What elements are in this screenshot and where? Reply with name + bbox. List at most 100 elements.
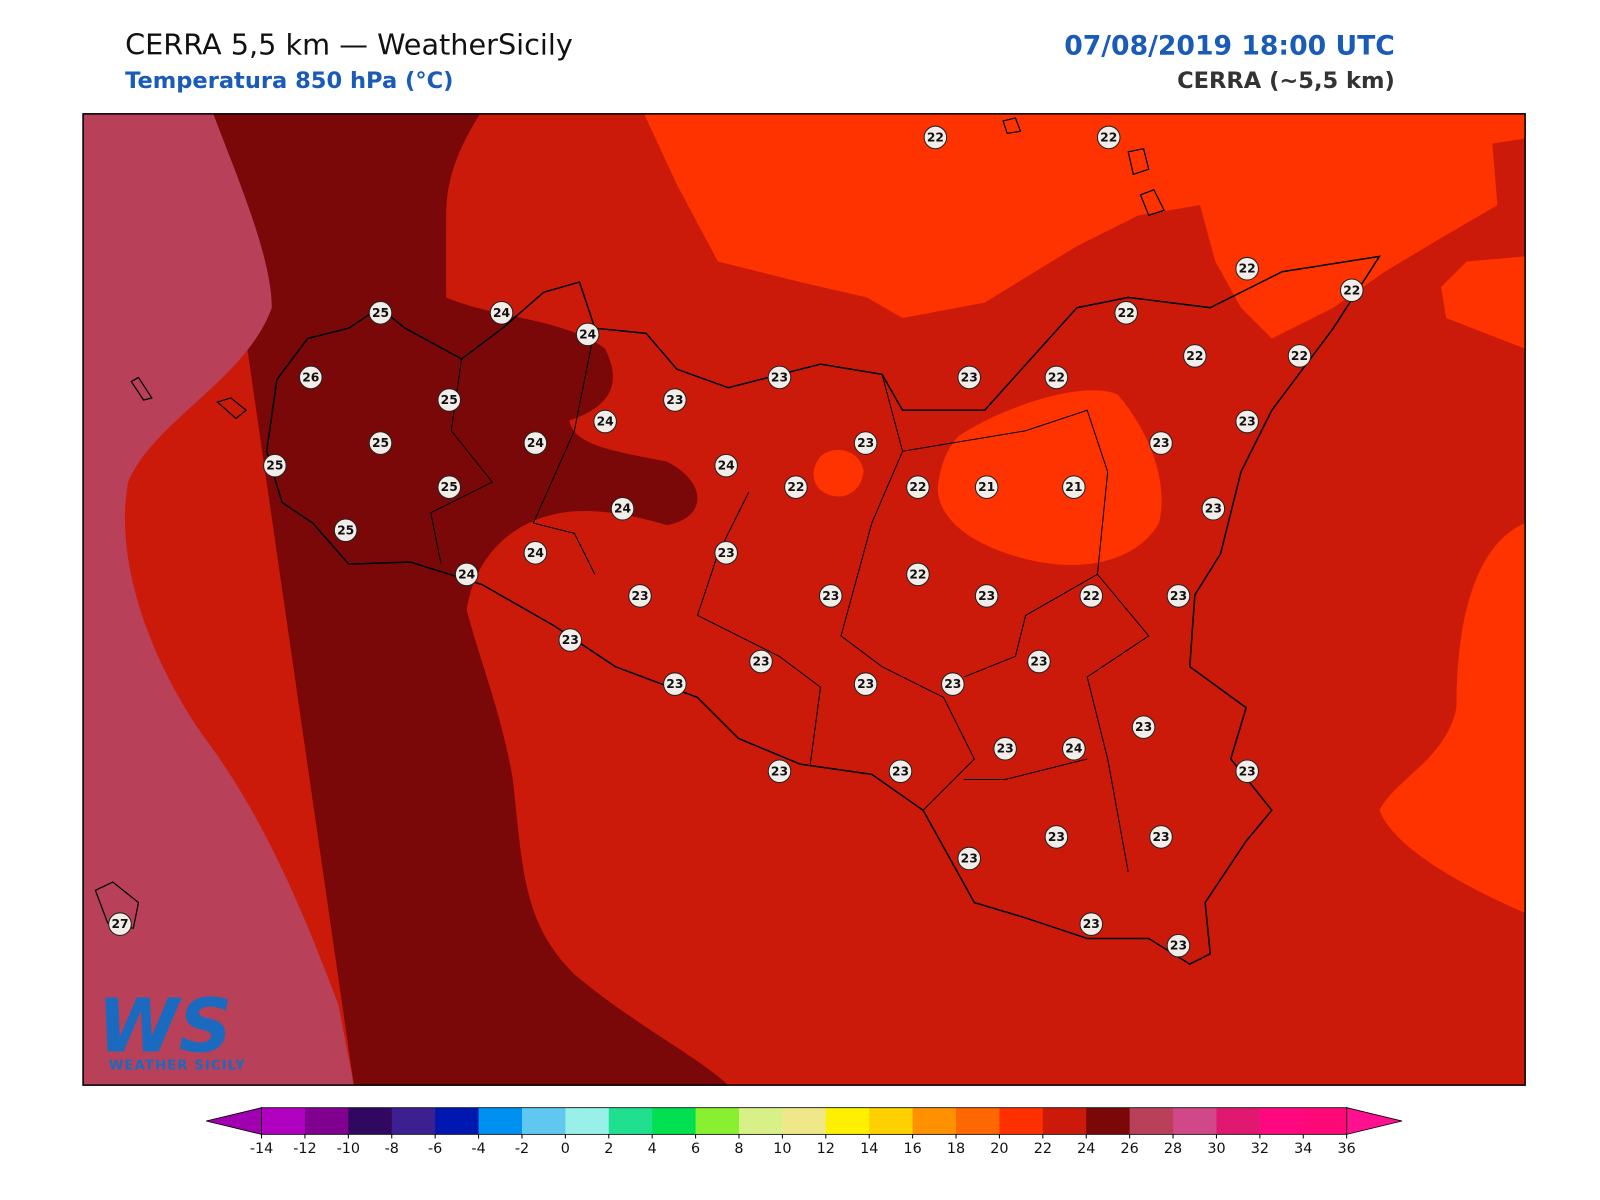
station-marker [1235, 759, 1259, 784]
colorbar-bin [1259, 1107, 1304, 1135]
province-border [430, 328, 1150, 872]
colorbar-tick-label: 12 [817, 1141, 835, 1157]
station-marker [1287, 344, 1312, 368]
colorbar-tick-label: 28 [1164, 1141, 1182, 1157]
colorbar-tick-label: 20 [990, 1141, 1008, 1157]
colorbar-tick-label: 26 [1121, 1141, 1139, 1157]
datetime: 07/08/2019 18:00 UTC [1064, 30, 1395, 61]
station-marker [333, 518, 358, 543]
colorbar-tick-label: -14 [250, 1141, 273, 1157]
station-value: 23 [771, 370, 788, 384]
field [644, 113, 1526, 339]
colorbar-tick-label: 34 [1294, 1141, 1312, 1157]
colorbar-frame [261, 1107, 1348, 1135]
station-marker [784, 475, 808, 499]
station-value: 23 [1083, 917, 1100, 931]
station-marker [593, 409, 617, 434]
station-value: 25 [372, 306, 389, 320]
station-value: 23 [771, 764, 788, 778]
station-marker [663, 672, 687, 696]
station-marker [523, 541, 548, 565]
station-marker [1166, 584, 1191, 608]
colorbar-tick-label: -2 [515, 1141, 529, 1157]
station-marker [888, 759, 913, 784]
station-marker [558, 628, 583, 652]
station-marker [1166, 933, 1191, 958]
station-value: 22 [1100, 130, 1117, 144]
station-marker [1339, 278, 1364, 303]
station-value: 23 [1135, 720, 1152, 734]
station-value: 24 [718, 459, 735, 473]
station-value: 23 [1239, 415, 1256, 429]
station-value: 23 [1170, 589, 1187, 603]
station-value: 23 [1030, 655, 1047, 669]
colorbar-bin [521, 1107, 566, 1135]
colorbar-bin [782, 1107, 827, 1135]
colorbar: -14 -12 -10 -8 -6 -4 -2 0 2 4 6 8 10 12 14 16 18 20 22 24 26… [206, 1107, 1403, 1157]
station-value: 23 [666, 677, 683, 691]
station-value: 23 [822, 589, 839, 603]
station-marker [906, 562, 930, 587]
station-marker [853, 672, 878, 696]
station-value: 23 [997, 742, 1014, 756]
model-label: CERRA (~5,5 km) [1177, 68, 1395, 94]
title: CERRA 5,5 km — WeatherSicily [125, 27, 573, 61]
station-marker [749, 649, 773, 674]
colorbar-tick-label: -6 [428, 1141, 442, 1157]
station-value: 22 [1048, 370, 1065, 384]
colorbar-bin [1303, 1107, 1348, 1135]
colorbar-bin [435, 1107, 480, 1135]
colorbar-bin [1042, 1107, 1087, 1135]
station-marker [974, 475, 999, 499]
station-marker [298, 365, 323, 390]
stations: 22 22 22 22 25 24 24 22 22 22 26 23 23 22 25 23 24 23 25 24… [108, 125, 1364, 958]
station-marker [714, 453, 738, 478]
station-marker [818, 584, 843, 608]
station-value: 22 [1343, 283, 1360, 297]
colorbar-tick-label: 36 [1338, 1141, 1356, 1157]
colorbar-tick-label: 32 [1251, 1141, 1269, 1157]
colorbar-bin [1086, 1107, 1131, 1135]
station-value: 24 [614, 502, 631, 516]
station-marker [1183, 344, 1207, 368]
station-value: 24 [597, 415, 614, 429]
colorbar-tick-label: 8 [734, 1141, 743, 1157]
station-marker [523, 431, 548, 455]
island [94, 117, 1165, 929]
station-value: 23 [631, 589, 648, 603]
field [813, 449, 864, 497]
station-marker [1149, 825, 1173, 849]
colorbar-tick-label: 22 [1034, 1141, 1052, 1157]
colorbar-tick-label: 0 [561, 1141, 570, 1157]
station-value: 21 [978, 480, 995, 494]
station-value: 24 [458, 567, 475, 581]
colorbar-bin [348, 1107, 393, 1135]
station-value: 23 [1152, 436, 1169, 450]
station-value: 23 [1239, 764, 1256, 778]
station-value: 23 [978, 589, 995, 603]
station-marker [437, 475, 462, 499]
station-marker [1114, 301, 1138, 325]
field [937, 390, 1162, 565]
station-value: 22 [1083, 589, 1100, 603]
station-value: 23 [892, 764, 909, 778]
logo-text: Weather Sicily [109, 1059, 246, 1074]
colorbar-tick-label: -12 [293, 1141, 316, 1157]
station-marker [368, 301, 393, 325]
logo: WS Weather Sicily [97, 983, 246, 1074]
station-marker [714, 541, 738, 565]
station-value: 25 [441, 480, 458, 494]
colorbar-bin [999, 1107, 1044, 1135]
colorbar-tick-label: -10 [337, 1141, 360, 1157]
station-marker [767, 759, 792, 784]
logo-mark: WS [97, 983, 232, 1069]
colorbar-bin [391, 1107, 436, 1135]
station-marker [1079, 912, 1104, 936]
station-value: 23 [562, 633, 579, 647]
station-value: 27 [111, 917, 128, 931]
station-value: 26 [302, 370, 319, 384]
station-marker [974, 584, 999, 608]
colorbar-over [1346, 1107, 1403, 1135]
station-marker [1044, 365, 1069, 390]
station-marker [853, 431, 878, 455]
